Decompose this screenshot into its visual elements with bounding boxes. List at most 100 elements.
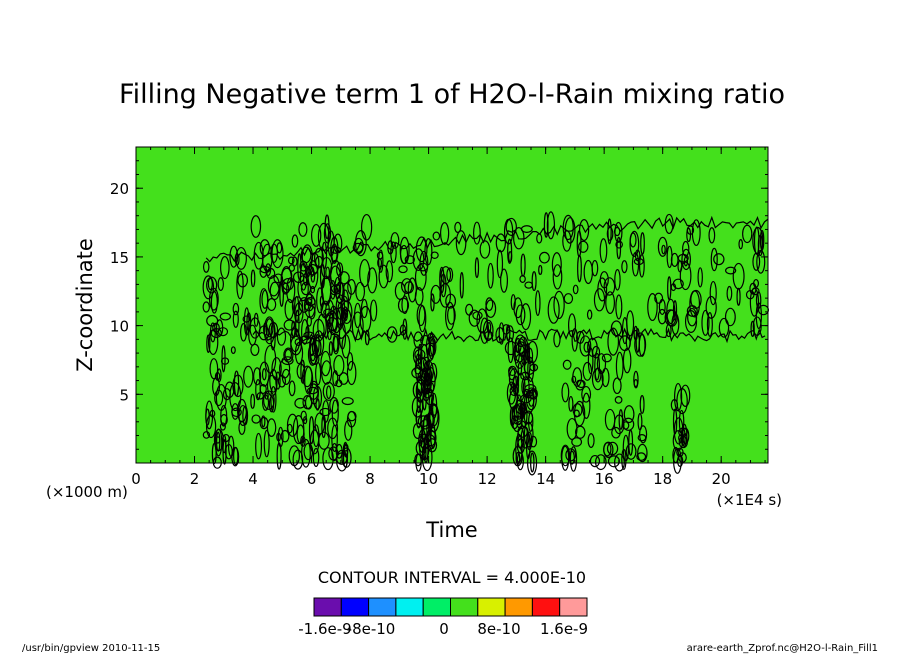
contour-line <box>346 360 357 386</box>
contour-line <box>287 256 295 265</box>
contour-line <box>672 408 678 435</box>
contour-line <box>496 249 504 279</box>
contour-line <box>680 423 688 447</box>
contour-line <box>507 337 514 364</box>
contour-line <box>325 385 332 400</box>
contour-line <box>250 393 256 409</box>
contour-line <box>547 296 560 324</box>
x-tick-label: 18 <box>653 470 672 488</box>
contour-line <box>708 227 716 244</box>
contour-line <box>603 277 616 296</box>
contour-line <box>240 323 248 342</box>
contour-line <box>309 429 320 455</box>
contour-line <box>335 443 343 459</box>
contour-line <box>279 279 284 307</box>
contour-line <box>301 438 311 468</box>
contour-line <box>447 305 456 325</box>
contour-line <box>516 452 524 471</box>
contour-line <box>417 415 430 427</box>
contour-line <box>401 278 413 294</box>
contour-line <box>301 244 314 270</box>
contour-line <box>259 288 269 314</box>
contour-line <box>581 385 592 403</box>
contour-line <box>614 396 623 404</box>
contour-line <box>404 255 415 265</box>
contour-line <box>473 221 481 245</box>
contour-line <box>724 307 736 327</box>
contour-line <box>205 400 214 430</box>
contour-line <box>673 448 682 474</box>
contour-line <box>527 390 535 407</box>
contour-line <box>259 239 271 257</box>
contour-line <box>487 262 494 289</box>
contour-line <box>697 267 703 288</box>
contour-line <box>582 392 591 419</box>
contour-line <box>639 425 648 444</box>
contour-line <box>294 302 304 324</box>
contour-line <box>312 447 320 468</box>
contour-line <box>529 435 538 448</box>
contour-line <box>417 343 423 370</box>
contour-line <box>205 414 217 439</box>
contour-line <box>618 409 624 430</box>
contour-line <box>346 352 354 371</box>
contour-interval-text: CONTOUR INTERVAL = 4.000E-10 <box>318 568 586 587</box>
contour-line <box>661 244 666 255</box>
x-unit-right: (×1E4 s) <box>717 491 782 509</box>
contour-line <box>250 269 256 288</box>
contour-line <box>575 425 586 439</box>
contour-line <box>266 418 277 437</box>
contour-line <box>672 300 678 321</box>
plot-frame <box>135 146 769 464</box>
y-tick-label: 5 <box>119 386 129 404</box>
contour-line <box>657 308 667 325</box>
contour-line <box>253 312 259 327</box>
contour-line <box>300 435 306 447</box>
contour-line <box>605 291 615 315</box>
contour-line <box>333 335 339 353</box>
contour-line <box>232 310 239 328</box>
contour-line <box>277 426 284 448</box>
contour-line <box>342 441 349 468</box>
contour-line <box>378 249 384 273</box>
contour-line <box>231 403 240 420</box>
colorbar-label: -1.6e-9 <box>298 620 351 638</box>
contour-line <box>523 421 534 448</box>
contour-line <box>638 333 646 357</box>
colorbar: -1.6e-9-8e-10 0 8e-10 1.6e-9 <box>298 597 588 638</box>
contour-line <box>236 270 244 300</box>
contour-line <box>202 301 210 313</box>
contour-line <box>276 242 283 254</box>
contour-line <box>256 392 264 400</box>
contour-line <box>606 441 619 456</box>
contour-line <box>232 302 240 316</box>
contour-line <box>207 277 213 291</box>
contour-line <box>415 236 428 263</box>
contour-line <box>506 381 517 405</box>
contour-line <box>333 233 343 254</box>
contour-line <box>315 362 322 386</box>
contour-line <box>407 277 417 303</box>
contour-line <box>674 382 683 412</box>
colorbar-swatch <box>450 597 479 617</box>
contour-line <box>607 455 620 468</box>
contour-envelope <box>205 215 769 263</box>
contour-line <box>512 375 520 396</box>
contour-line <box>321 414 327 439</box>
contour-line <box>250 343 260 356</box>
contour-line <box>432 231 441 241</box>
chart-title: Filling Negative term 1 of H2O-l-Rain mi… <box>119 79 785 110</box>
contour-line <box>520 371 531 381</box>
footer-left: /usr/bin/gpview 2010-11-15 <box>22 643 160 654</box>
contour-line <box>347 279 356 295</box>
contour-line <box>248 324 257 346</box>
contour-line <box>215 431 221 452</box>
footer-right: arare-earth_Zprof.nc@H2O-l-Rain_Fill1 <box>687 643 878 654</box>
contour-line <box>425 429 437 447</box>
contour-line <box>351 311 364 341</box>
contour-line <box>202 275 215 300</box>
colorbar-swatch <box>340 597 370 617</box>
contour-line <box>341 397 354 406</box>
contour-line <box>681 248 691 271</box>
contour-line <box>518 336 529 357</box>
